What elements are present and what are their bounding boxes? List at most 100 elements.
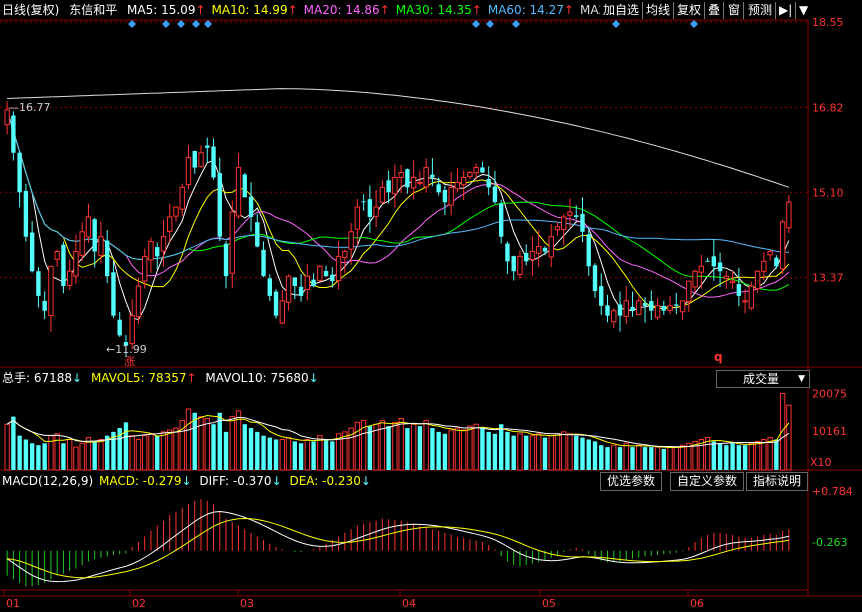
candle xyxy=(761,252,767,281)
candle xyxy=(335,240,342,290)
ma-arrow-0: ↑ xyxy=(195,3,206,17)
candle-body xyxy=(198,152,204,167)
volume-bar xyxy=(29,443,35,470)
candle xyxy=(17,151,22,208)
volume-bar xyxy=(405,428,410,470)
candle-body xyxy=(98,236,104,256)
candle xyxy=(580,197,585,243)
volume-bar xyxy=(123,422,129,470)
adjust-button[interactable]: 复权 xyxy=(674,2,706,19)
volume-bar xyxy=(586,439,591,470)
volume-bar xyxy=(66,438,73,471)
candle xyxy=(348,223,354,265)
volume-bar xyxy=(436,431,441,470)
volume-selector-label: 成交量 xyxy=(743,372,780,386)
volume-bar xyxy=(85,437,92,471)
chevron-down-icon: ▼ xyxy=(798,374,805,384)
volume-bar xyxy=(23,439,29,470)
candle xyxy=(692,269,698,293)
avg-line-button[interactable]: 均线 xyxy=(643,2,675,19)
macd-title: MACD(12,26,9) xyxy=(2,474,94,488)
candle xyxy=(442,185,448,215)
candle-body xyxy=(767,250,773,256)
candle-body xyxy=(505,243,510,262)
volume-bar xyxy=(779,392,786,471)
volume-bar xyxy=(167,429,173,471)
macd-value-arrow: ↓ xyxy=(181,474,192,488)
candle xyxy=(536,230,542,268)
candle-body xyxy=(442,189,448,203)
preferred-params-button[interactable]: 优选参数 xyxy=(600,472,663,491)
candle xyxy=(492,170,498,204)
candle xyxy=(592,263,598,298)
overlay-button[interactable]: 叠 xyxy=(705,2,725,19)
candle-body xyxy=(592,265,598,291)
volume-bar xyxy=(698,438,705,471)
candle-body xyxy=(211,146,216,178)
candle-body xyxy=(255,222,260,247)
candle-body xyxy=(486,179,491,188)
candle-body xyxy=(642,303,648,306)
candle-body xyxy=(235,167,242,217)
candle-body xyxy=(160,236,167,252)
candle xyxy=(85,203,92,243)
candle-body xyxy=(373,206,379,217)
candle-body xyxy=(48,265,54,317)
volume-bar xyxy=(255,431,260,470)
forecast-button[interactable]: 预测 xyxy=(745,2,777,19)
candle xyxy=(767,249,773,261)
custom-params-button[interactable]: 自定义参数 xyxy=(670,472,745,491)
volume-bar xyxy=(330,441,335,470)
candle-body xyxy=(467,172,473,177)
candle-body xyxy=(298,286,304,296)
candle xyxy=(373,189,379,228)
macd-value-label: MACD: -0.279 xyxy=(98,474,182,488)
candle-body xyxy=(623,300,629,317)
ma-labels: MA5: 15.09↑ MA10: 14.99↑ MA20: 14.86↑ MA30:… xyxy=(121,3,600,17)
period-label[interactable]: 日线(复权) xyxy=(2,3,60,17)
volume-bar xyxy=(492,433,498,470)
candle xyxy=(179,183,185,216)
candle xyxy=(323,265,329,277)
volume-bar xyxy=(667,446,673,471)
marker-diamonds xyxy=(128,20,698,28)
volume-bar xyxy=(517,433,523,471)
candle-body xyxy=(410,176,417,189)
candle-body xyxy=(705,260,710,262)
candle xyxy=(430,158,435,187)
volume-bar xyxy=(554,433,561,471)
volume-bar xyxy=(261,435,266,470)
candle xyxy=(705,257,710,262)
add-watch-button[interactable]: 加自选 xyxy=(600,2,644,19)
indicator-help-button[interactable]: 指标说明 xyxy=(746,472,809,491)
candle-body xyxy=(248,196,254,217)
candle xyxy=(23,183,29,242)
candle xyxy=(736,267,742,307)
window-button[interactable]: 窗 xyxy=(725,2,745,19)
volume-bar xyxy=(423,419,429,471)
volume-bar xyxy=(204,418,210,471)
volume-bar xyxy=(592,441,598,470)
event-diamond-icon xyxy=(472,20,480,28)
candle-body xyxy=(674,304,679,306)
candle xyxy=(742,289,748,314)
chevron-down-icon[interactable]: ▼ xyxy=(799,3,809,17)
candle-body xyxy=(617,304,623,316)
volume-selector[interactable]: 成交量 ▼ xyxy=(716,370,810,388)
high-value: 16.77 xyxy=(19,101,51,114)
candle xyxy=(98,221,104,264)
volume-bar xyxy=(155,435,160,470)
ma-label-1: MA10: 14.99 xyxy=(211,3,288,17)
candle-body xyxy=(398,172,404,178)
volume-bar xyxy=(736,445,742,470)
flag-icon[interactable]: ▶| xyxy=(776,2,797,19)
candle-body xyxy=(742,300,748,303)
candle xyxy=(567,198,573,228)
candle xyxy=(123,334,129,358)
price-tick-label: 15.10 xyxy=(812,186,844,199)
candle xyxy=(330,267,335,288)
volume-bar xyxy=(148,433,154,471)
x-tick-label: 02 xyxy=(132,597,146,610)
candle-body xyxy=(661,306,666,311)
